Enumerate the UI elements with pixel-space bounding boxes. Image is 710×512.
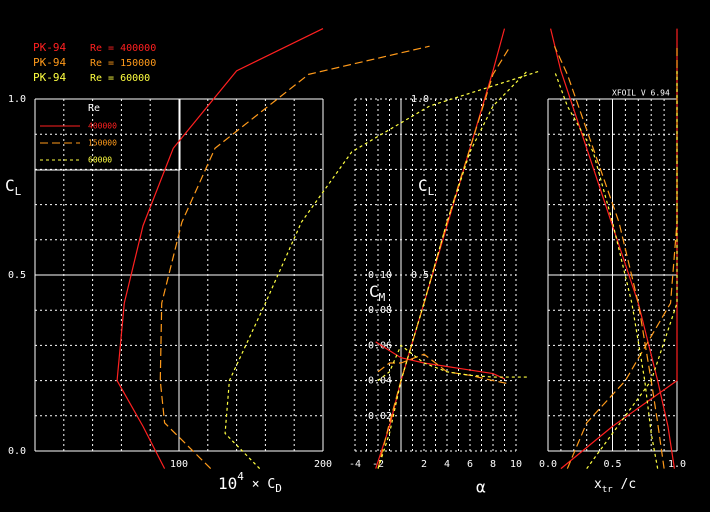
legend-label: 400000 [88, 122, 117, 131]
x-tick-label: 0.0 [539, 459, 557, 470]
label-part: L [15, 185, 22, 198]
label-part: C [5, 176, 15, 195]
header-re: Re = 60000 [90, 73, 150, 84]
x-tick-label: 8 [490, 459, 496, 470]
label-part: D [275, 482, 282, 495]
cm-axis-label: CM [369, 282, 386, 305]
cm-tick-label: 0.04 [368, 376, 392, 387]
x-tick-label: 200 [314, 459, 332, 470]
label-part: tr [602, 485, 613, 495]
label-part: /c [613, 477, 636, 492]
label-part: 10 [218, 474, 237, 493]
header-airfoil: PK-94 [33, 41, 66, 54]
y-tick-label: 0.5 [8, 270, 26, 281]
xtr-top-line [553, 70, 659, 469]
x-tick-label: 10 [510, 459, 522, 470]
label-part: M [379, 291, 386, 304]
x-tick-label: 6 [467, 459, 473, 470]
y-tick-label: 0.5 [411, 270, 429, 281]
drag-axis-label: 104 × CD [218, 470, 282, 495]
header-re: Re = 150000 [90, 58, 156, 69]
label-part: C [418, 176, 428, 195]
header-re: Re = 400000 [90, 43, 156, 54]
cl-alpha-line [377, 70, 528, 469]
x-tick-label: -4 [349, 459, 361, 470]
drag-polar-line [224, 70, 541, 470]
xtr-bot-line [566, 46, 678, 469]
legend-title: Re [88, 103, 100, 114]
cm-tick-label: 0.02 [368, 411, 392, 422]
cm-alpha-line [377, 344, 528, 382]
x-tick-label: 0.5 [603, 459, 621, 470]
cl-axis-label: CL [418, 176, 435, 199]
program-label: XFOIL V 6.94 [612, 89, 670, 98]
header-airfoil: PK-94 [33, 56, 66, 69]
drag-polar-line [159, 45, 430, 470]
x-tick-label: 2 [421, 459, 427, 470]
y-tick-label: 1.0 [411, 94, 429, 105]
cm-tick-label: 0.08 [368, 305, 392, 316]
alpha-axis-label: α [476, 478, 486, 497]
y-tick-label: 0.0 [8, 446, 26, 457]
label-part: × C [244, 477, 275, 492]
xtr-top-line [553, 45, 665, 469]
drag-polar-line [116, 28, 324, 469]
cl-alpha-line [377, 45, 511, 469]
cm-tick-label: 0.06 [368, 340, 392, 351]
y-tick-label: 1.0 [8, 94, 26, 105]
label-part: x [594, 477, 602, 492]
legend-label: 150000 [88, 139, 117, 148]
xtr-axis-label: xtr /c [594, 477, 636, 495]
xtr-bot-line [586, 70, 678, 469]
xtr-top-line [549, 28, 676, 469]
label-part: C [369, 282, 379, 301]
x-tick-label: -2 [372, 459, 384, 470]
header-airfoil: PK-94 [33, 71, 66, 84]
cm-alpha-line [377, 353, 511, 385]
x-tick-label: 4 [444, 459, 450, 470]
cm-tick-label: 0.10 [368, 270, 392, 281]
label-part: L [428, 185, 435, 198]
x-tick-label: 100 [170, 459, 188, 470]
cl-axis-label: CL [5, 176, 22, 199]
cm-alpha-line [375, 341, 505, 380]
label-part: 4 [237, 470, 244, 483]
legend-label: 60000 [88, 156, 112, 165]
x-tick-label: 1.0 [668, 459, 686, 470]
